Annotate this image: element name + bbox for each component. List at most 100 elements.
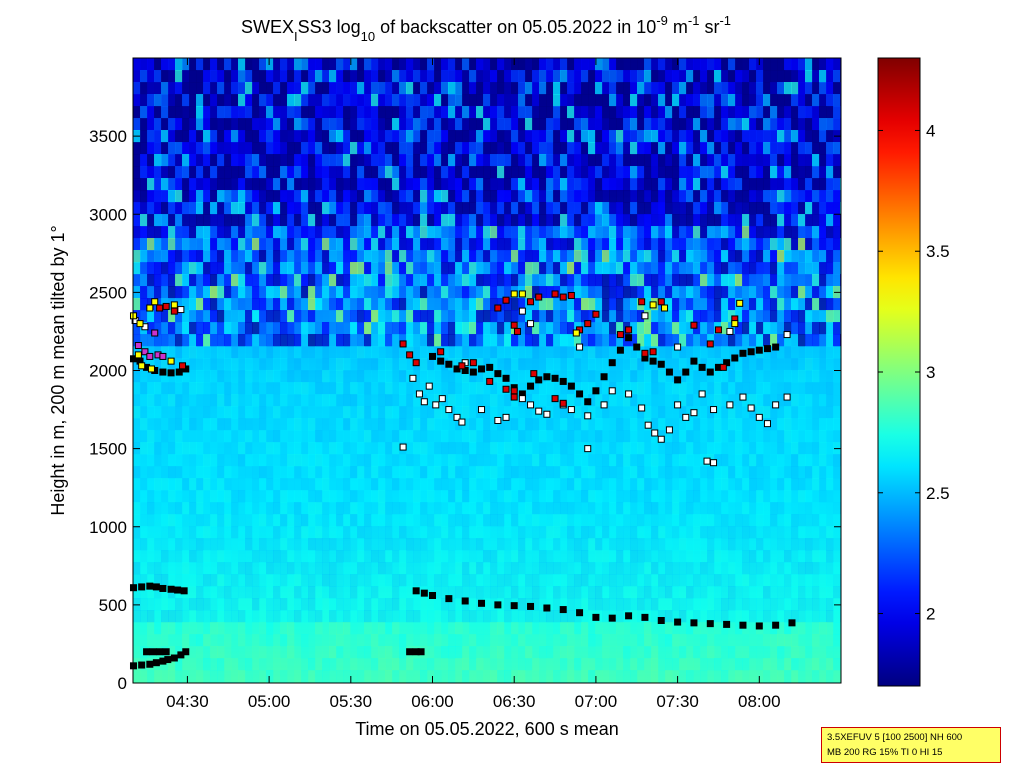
layer-marker-red: [162, 302, 170, 310]
layer-marker-yellow: [146, 304, 154, 312]
layer-marker-red: [559, 293, 567, 301]
layer-marker-yellow: [151, 298, 159, 306]
layer-marker-black: [138, 583, 146, 591]
layer-marker-yellow: [147, 365, 155, 373]
x-axis-label: Time on 05.05.2022, 600 s mean: [355, 719, 619, 739]
layer-marker-white: [783, 393, 791, 401]
layer-marker-yellow: [518, 290, 526, 298]
chart-title: SWEXISS3 log10 of backscatter on 05.05.2…: [241, 13, 731, 44]
layer-marker-black: [159, 368, 167, 376]
layer-marker-white: [657, 435, 665, 443]
layer-markers: [129, 290, 796, 670]
layer-marker-red: [502, 385, 510, 393]
layer-marker-black: [567, 382, 575, 390]
layer-marker-magenta: [134, 342, 142, 349]
colorbar-tick-label: 3.5: [926, 242, 950, 261]
layer-marker-black: [788, 619, 796, 627]
layer-marker-black: [592, 613, 600, 621]
layer-marker-red: [486, 377, 494, 385]
info-line-1: 3.5XEFUV 5 [100 2500] NH 600: [827, 732, 963, 743]
x-tick-label: 05:30: [330, 692, 373, 711]
layer-marker-black: [739, 349, 747, 357]
layer-marker-black: [772, 621, 780, 629]
layer-marker-red: [649, 348, 657, 356]
layer-marker-black: [143, 648, 151, 656]
layer-marker-black: [641, 613, 649, 621]
layer-marker-red: [641, 349, 649, 357]
layer-marker-white: [710, 459, 718, 467]
layer-marker-white: [644, 421, 652, 429]
layer-marker-black: [138, 661, 146, 669]
layer-marker-red: [706, 340, 714, 348]
layer-marker-black: [429, 352, 437, 360]
layer-marker-black: [625, 612, 633, 620]
layer-marker-black: [665, 368, 673, 376]
layer-marker-black: [159, 584, 167, 592]
layer-marker-black: [649, 357, 657, 365]
layer-marker-red: [559, 399, 567, 407]
layer-marker-black: [682, 368, 690, 376]
layer-marker-black: [576, 390, 584, 398]
y-tick-label: 3500: [89, 127, 127, 146]
layer-marker-black: [146, 582, 154, 590]
layer-marker-yellow: [731, 320, 739, 328]
layer-marker-black: [502, 374, 510, 382]
y-tick-label: 2500: [89, 283, 127, 302]
layer-marker-black: [543, 373, 551, 381]
layer-marker-white: [518, 395, 526, 403]
layer-marker-white: [543, 410, 551, 418]
layer-marker-black: [608, 614, 616, 622]
layer-marker-red: [458, 362, 466, 370]
layer-marker-black: [156, 648, 164, 656]
layer-marker-black: [174, 586, 182, 594]
layer-marker-red: [170, 307, 178, 315]
layer-marker-black: [772, 343, 780, 351]
layer-marker-white: [710, 406, 718, 414]
layer-marker-black: [674, 376, 682, 384]
layer-marker-white: [415, 390, 423, 398]
layer-marker-black: [657, 617, 665, 624]
settings-info-box: 3.5XEFUV 5 [100 2500] NH 600 MB 200 RG 1…: [821, 727, 1001, 763]
layer-marker-red: [437, 348, 445, 356]
layer-marker-white: [674, 343, 682, 351]
layer-marker-red: [494, 304, 502, 312]
layer-marker-white: [584, 412, 592, 420]
layer-marker-white: [177, 306, 185, 314]
layer-marker-yellow: [661, 304, 669, 312]
layer-marker-red: [510, 387, 518, 395]
layer-marker-red: [551, 290, 559, 298]
layer-marker-white: [772, 401, 780, 409]
layer-marker-black: [494, 601, 502, 609]
layer-marker-black: [706, 368, 714, 376]
x-tick-label: 07:30: [656, 692, 699, 711]
layer-marker-black: [162, 648, 170, 656]
layer-marker-white: [608, 387, 616, 395]
layer-marker-black: [608, 359, 616, 367]
layer-marker-black: [182, 648, 190, 656]
layer-marker-white: [527, 401, 535, 409]
layer-marker-yellow: [510, 290, 518, 298]
layer-marker-black: [461, 597, 469, 605]
info-line-2: MB 200 RG 15% TI 0 HI 15: [827, 747, 943, 758]
layer-marker-yellow: [649, 301, 657, 309]
layer-marker-white: [651, 429, 659, 437]
layer-marker-red: [714, 326, 722, 334]
layer-marker-white: [478, 406, 486, 414]
layer-marker-black: [180, 587, 188, 595]
layer-marker-black: [149, 648, 157, 656]
layer-marker-white: [698, 390, 706, 398]
y-tick-label: 2000: [89, 362, 127, 381]
layer-marker-black: [616, 346, 624, 354]
layer-marker-black: [152, 659, 160, 667]
layer-marker-black: [494, 370, 502, 378]
y-tick-label: 1000: [89, 518, 127, 537]
layer-marker-black: [445, 595, 453, 603]
layer-marker-black: [420, 589, 428, 597]
y-tick-label: 1500: [89, 440, 127, 459]
layer-marker-yellow: [170, 301, 178, 309]
layer-marker-black: [657, 360, 665, 368]
layer-marker-black: [690, 357, 698, 365]
layer-marker-red: [510, 393, 518, 401]
layer-marker-black: [170, 654, 178, 662]
